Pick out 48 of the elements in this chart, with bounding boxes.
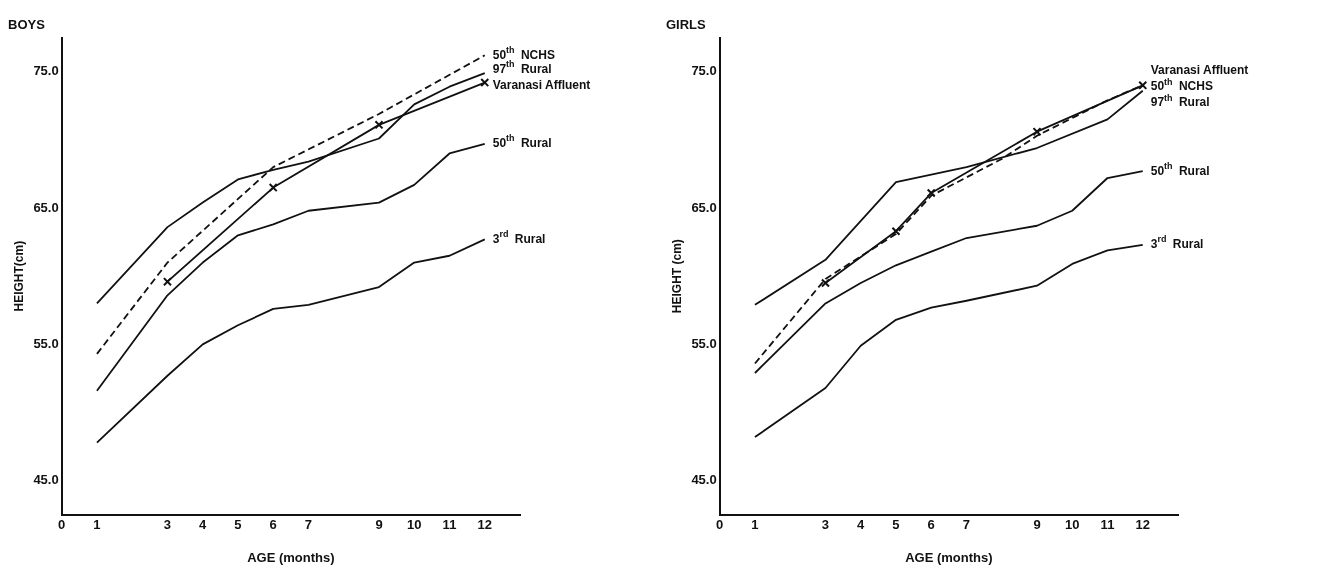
point: [162, 277, 172, 287]
x-tick-label: 4: [857, 517, 866, 533]
y-axis-title: HEIGHT(cm): [11, 240, 26, 312]
y-tick-label: 75.0: [691, 63, 717, 79]
point: [268, 183, 278, 193]
point: [820, 278, 830, 288]
x-tick-label: 10: [407, 517, 422, 533]
y-tick-label: 45.0: [691, 472, 717, 488]
line-series: [96, 54, 486, 355]
x-tick-label: 9: [375, 517, 383, 533]
point: [480, 78, 490, 88]
point: [926, 188, 936, 198]
y-tick-label: 45.0: [33, 472, 59, 488]
point: [1032, 127, 1042, 137]
x-tick-label: 11: [1100, 517, 1115, 533]
x-tick-label: 0: [716, 517, 724, 533]
y-tick-label: 55.0: [691, 335, 717, 351]
y-tick-label: 65.0: [33, 199, 59, 215]
x-tick-label: 5: [892, 517, 900, 533]
x-tick-label: 3: [163, 517, 172, 533]
x-tick-label: 1: [93, 517, 101, 533]
y-tick-label: 75.0: [33, 63, 59, 79]
point: [1138, 80, 1148, 90]
x-tick-label: 0: [58, 517, 66, 533]
series-label: Varanasi Affluent: [1150, 63, 1249, 78]
x-axis-title: AGE (months): [905, 549, 993, 565]
y-axis-title: HEIGHT (cm): [669, 239, 684, 314]
x-axis-title: AGE (months): [247, 549, 335, 565]
chart-title: GIRLS: [666, 17, 707, 33]
y-tick-label: 65.0: [691, 199, 717, 215]
point: [374, 120, 384, 130]
x-tick-label: 7: [304, 517, 313, 533]
x-tick-label: 5: [234, 517, 242, 533]
x-tick-label: 7: [962, 517, 971, 533]
chart-title: BOYS: [8, 17, 46, 33]
point: [891, 226, 901, 236]
x-tick-label: 1: [751, 517, 759, 533]
x-tick-label: 10: [1065, 517, 1080, 533]
series-label: Varanasi Affluent: [492, 78, 591, 93]
x-tick-label: 3: [821, 517, 830, 533]
x-tick-label: 9: [1033, 517, 1041, 533]
x-tick-label: 12: [1135, 517, 1150, 533]
x-tick-label: 12: [477, 517, 492, 533]
y-tick-label: 55.0: [33, 335, 59, 351]
x-tick-label: 6: [927, 517, 935, 533]
x-tick-label: 6: [269, 517, 277, 533]
x-tick-label: 4: [199, 517, 208, 533]
x-tick-label: 11: [442, 517, 457, 533]
